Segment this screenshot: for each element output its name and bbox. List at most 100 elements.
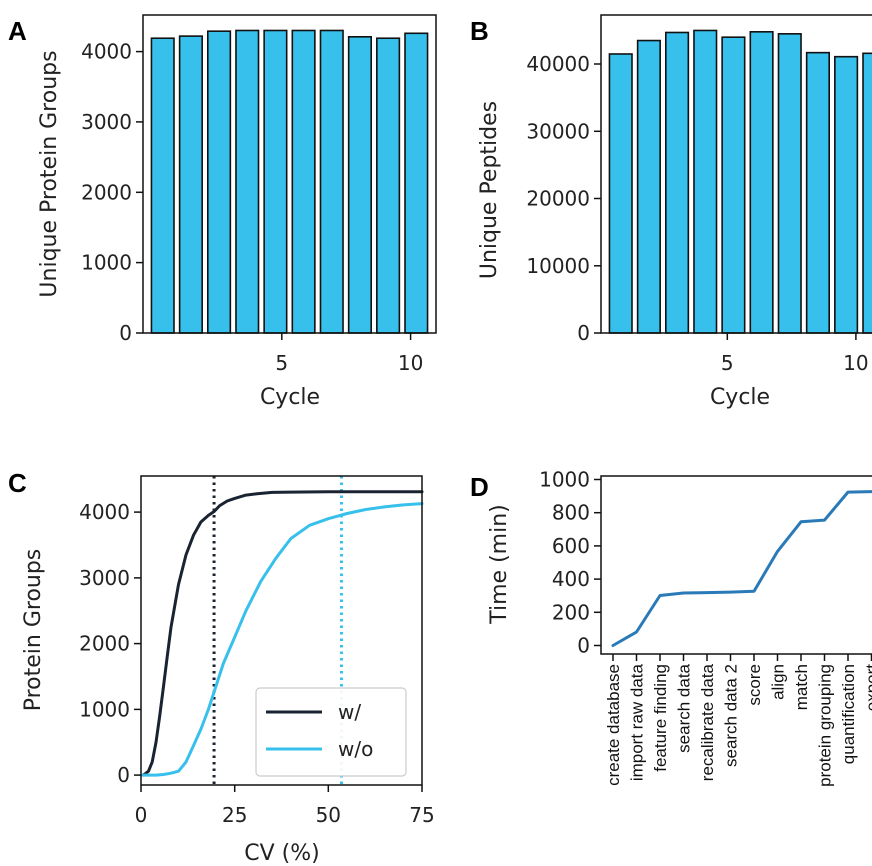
y-axis-label-b: Unique Peptides (477, 101, 502, 279)
bar-cycle-4 (235, 29, 260, 334)
bar-cycle-2 (636, 39, 661, 334)
x-category-label: recalibrate data (698, 663, 717, 781)
bar-cycle-10 (862, 52, 872, 334)
x-axis-c: 0 25 50 75 CV (%) (135, 785, 435, 866)
x-category-label: protein grouping (816, 664, 835, 787)
y-tick-label: 400 (552, 567, 590, 591)
y-tick-label: 3000 (81, 110, 132, 134)
bar-cycle-5 (721, 36, 746, 334)
x-category-label: import raw data (628, 663, 647, 781)
bar-cycle-8 (805, 51, 831, 334)
legend-label-wo: w/o (338, 737, 373, 761)
x-category-label: match (792, 664, 811, 710)
y-axis-label-a: Unique Protein Groups (37, 50, 62, 297)
x-tick-label: 10 (843, 351, 868, 375)
panel-d: D 0 200 400 600 800 1000 Time (min) crea… (470, 468, 872, 787)
x-category-label: create database (604, 664, 623, 786)
bar-cycle-7 (777, 33, 802, 334)
y-tick-label: 2000 (79, 632, 130, 656)
y-axis-a: 0 1000 2000 3000 4000 Unique Protein Gro… (37, 40, 143, 345)
time-line (611, 490, 872, 647)
x-tick-label: 5 (721, 351, 734, 375)
x-category-label: search data (675, 663, 694, 752)
y-axis-label-c: Protein Groups (21, 549, 46, 712)
x-tick-label: 25 (222, 803, 247, 827)
y-tick-label: 0 (119, 321, 132, 345)
line-d (611, 490, 872, 647)
panel-a: A 0 1000 2000 3000 4000 Unique Protein G… (8, 14, 437, 410)
y-tick-label: 3000 (79, 566, 130, 590)
bar-cycle-2 (178, 35, 203, 334)
panel-letter-b: B (470, 16, 489, 46)
x-axis-label-a: Cycle (260, 385, 320, 410)
panel-letter-a: A (8, 16, 27, 46)
plot-frame-d (600, 475, 872, 655)
y-axis-label-d: Time (min) (487, 504, 512, 625)
y-axis-b: 0 10000 20000 30000 40000 Unique Peptide… (477, 52, 601, 345)
panel-letter-c: C (8, 468, 27, 498)
x-tick-label: 0 (135, 803, 148, 827)
series-line-w (141, 490, 424, 777)
y-tick-label: 4000 (81, 40, 132, 64)
bar-cycle-1 (608, 53, 633, 334)
y-tick-label: 10000 (526, 254, 590, 278)
plot-frame-c (140, 475, 423, 786)
bar-cycle-9 (376, 37, 401, 334)
y-tick-label: 40000 (526, 52, 590, 76)
y-tick-label: 600 (552, 534, 590, 558)
x-category-label: align (769, 664, 788, 700)
bar-cycle-3 (206, 30, 232, 334)
bar-cycle-3 (664, 31, 690, 334)
x-tick-label: 75 (409, 803, 434, 827)
x-category-label: search data 2 (722, 664, 741, 767)
y-tick-label: 2000 (81, 180, 132, 204)
bar-cycle-9 (834, 55, 859, 334)
bar-cycle-10 (404, 32, 429, 334)
y-tick-label: 0 (117, 763, 130, 787)
bar-cycle-8 (347, 36, 373, 334)
series-line-wo (141, 502, 424, 777)
bar-cycle-6 (291, 29, 316, 334)
y-tick-label: 1000 (81, 251, 132, 275)
x-tick-label: 50 (316, 803, 341, 827)
x-axis-d: create database import raw data feature fi… (604, 654, 872, 787)
panel-letter-d: D (470, 472, 489, 502)
bars-a (150, 29, 429, 334)
y-tick-label: 4000 (79, 500, 130, 524)
bar-cycle-6 (749, 31, 774, 334)
y-tick-label: 1000 (539, 468, 590, 492)
bar-cycle-4 (693, 29, 718, 334)
x-category-label: feature finding (651, 664, 670, 772)
x-category-label: quantification (839, 664, 858, 764)
x-tick-label: 10 (398, 351, 423, 375)
legend-label-w: w/ (338, 700, 361, 724)
panel-b: B 0 10000 20000 30000 40000 Unique Pepti… (470, 14, 872, 410)
y-tick-label: 0 (577, 634, 590, 658)
y-tick-label: 20000 (526, 187, 590, 211)
panel-c: C 0 1000 2000 3000 4000 Protein Groups 0… (8, 468, 435, 866)
bars-b (608, 29, 872, 334)
x-axis-label-b: Cycle (710, 385, 770, 410)
lines-c (141, 476, 424, 785)
x-category-label: export (863, 664, 872, 712)
y-tick-label: 0 (577, 321, 590, 345)
bar-cycle-7 (319, 29, 344, 334)
legend-c: w/ w/o (255, 687, 407, 777)
x-axis-a: 5 10 Cycle (260, 333, 423, 410)
y-tick-label: 200 (552, 600, 590, 624)
x-axis-label-c: CV (%) (244, 841, 319, 866)
plot-frame-b (600, 14, 872, 334)
y-tick-label: 800 (552, 501, 590, 525)
legend-box (255, 687, 407, 777)
y-tick-label: 1000 (79, 697, 130, 721)
bar-cycle-1 (150, 37, 175, 334)
x-axis-b: 5 10 Cycle (710, 333, 869, 410)
y-axis-c: 0 1000 2000 3000 4000 Protein Groups (21, 500, 141, 787)
x-tick-label: 5 (275, 351, 288, 375)
plot-frame-a (142, 14, 437, 334)
x-category-label: score (745, 664, 764, 706)
y-tick-label: 30000 (526, 119, 590, 143)
bar-cycle-5 (263, 29, 288, 334)
y-axis-d: 0 200 400 600 800 1000 Time (min) (487, 468, 601, 658)
